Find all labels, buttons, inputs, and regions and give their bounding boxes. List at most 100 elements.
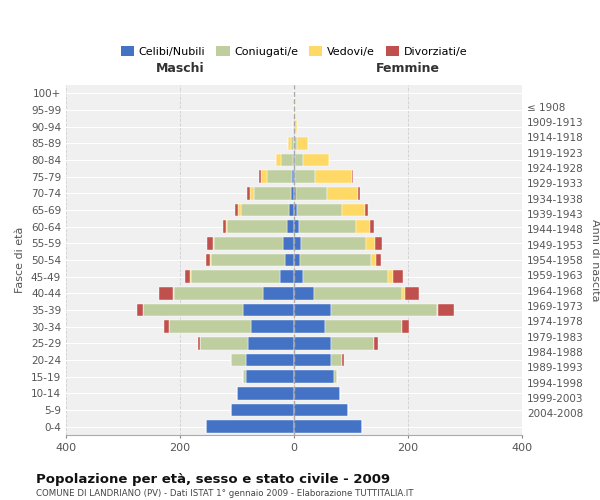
Bar (214, 237, 283, 250)
Bar (243, 370, 245, 383)
Text: Femmine: Femmine (376, 62, 440, 75)
Bar (169, 320, 251, 333)
Bar (294, 204, 297, 216)
Bar (371, 254, 376, 266)
Bar (245, 354, 294, 366)
Bar (405, 287, 419, 300)
Bar (174, 287, 263, 300)
Bar (247, 187, 250, 200)
Bar (248, 337, 294, 349)
Bar (206, 420, 294, 433)
Bar (211, 254, 286, 266)
Bar (294, 354, 331, 366)
Bar (294, 237, 301, 250)
Bar (294, 254, 300, 266)
Bar (291, 137, 294, 149)
Bar (287, 220, 294, 233)
Bar (281, 154, 293, 166)
Bar (294, 320, 325, 333)
Bar (294, 420, 362, 433)
Bar (294, 404, 348, 416)
Bar (334, 370, 337, 383)
Bar (251, 320, 294, 333)
Bar (198, 337, 200, 349)
Bar (289, 204, 294, 216)
Y-axis label: Fasce di età: Fasce di età (16, 227, 25, 293)
Bar (232, 404, 294, 416)
Bar (288, 137, 291, 149)
Bar (437, 304, 454, 316)
Bar (223, 220, 226, 233)
Bar (297, 137, 308, 149)
Bar (365, 204, 368, 216)
Bar (242, 304, 294, 316)
Bar (164, 320, 169, 333)
Bar (367, 237, 375, 250)
Bar (375, 237, 382, 250)
Bar (370, 220, 374, 233)
Bar (259, 170, 261, 183)
Bar (343, 354, 344, 366)
Bar (325, 320, 403, 333)
Bar (286, 254, 294, 266)
Legend: Celibi/Nubili, Coniugati/e, Vedovi/e, Divorziati/e: Celibi/Nubili, Coniugati/e, Vedovi/e, Di… (116, 42, 472, 61)
Bar (190, 270, 191, 283)
Bar (241, 204, 289, 216)
Bar (206, 254, 210, 266)
Bar (331, 354, 343, 366)
Bar (185, 270, 190, 283)
Bar (173, 287, 174, 300)
Text: Maschi: Maschi (155, 62, 205, 75)
Bar (300, 254, 371, 266)
Bar (301, 237, 367, 250)
Y-axis label: Anni di nascita: Anni di nascita (590, 219, 600, 301)
Bar (137, 304, 143, 316)
Bar (235, 204, 238, 216)
Bar (254, 187, 291, 200)
Bar (374, 337, 379, 349)
Bar (191, 270, 280, 283)
Bar (303, 154, 329, 166)
Bar (403, 287, 405, 300)
Bar (388, 270, 392, 283)
Bar (263, 287, 294, 300)
Bar (232, 354, 245, 366)
Bar (200, 337, 248, 349)
Bar (376, 254, 381, 266)
Bar (314, 287, 403, 300)
Text: Popolazione per età, sesso e stato civile - 2009: Popolazione per età, sesso e stato civil… (36, 472, 390, 486)
Bar (296, 187, 327, 200)
Bar (283, 237, 294, 250)
Bar (294, 220, 299, 233)
Bar (294, 287, 314, 300)
Bar (293, 154, 294, 166)
Bar (295, 170, 315, 183)
Bar (291, 187, 294, 200)
Bar (299, 220, 356, 233)
Bar (315, 170, 352, 183)
Bar (143, 304, 242, 316)
Bar (392, 270, 403, 283)
Bar (292, 170, 294, 183)
Bar (276, 154, 281, 166)
Bar (331, 304, 437, 316)
Bar (210, 254, 211, 266)
Bar (238, 204, 241, 216)
Bar (343, 204, 365, 216)
Bar (245, 370, 294, 383)
Bar (294, 170, 295, 183)
Bar (358, 187, 360, 200)
Bar (227, 220, 287, 233)
Bar (403, 320, 409, 333)
Bar (297, 204, 343, 216)
Bar (327, 187, 358, 200)
Bar (213, 237, 214, 250)
Bar (237, 387, 294, 400)
Bar (294, 187, 296, 200)
Bar (266, 170, 292, 183)
Bar (302, 270, 388, 283)
Bar (295, 120, 298, 133)
Text: COMUNE DI LANDRIANO (PV) - Dati ISTAT 1° gennaio 2009 - Elaborazione TUTTITALIA.: COMUNE DI LANDRIANO (PV) - Dati ISTAT 1°… (36, 489, 413, 498)
Bar (208, 237, 213, 250)
Bar (356, 220, 370, 233)
